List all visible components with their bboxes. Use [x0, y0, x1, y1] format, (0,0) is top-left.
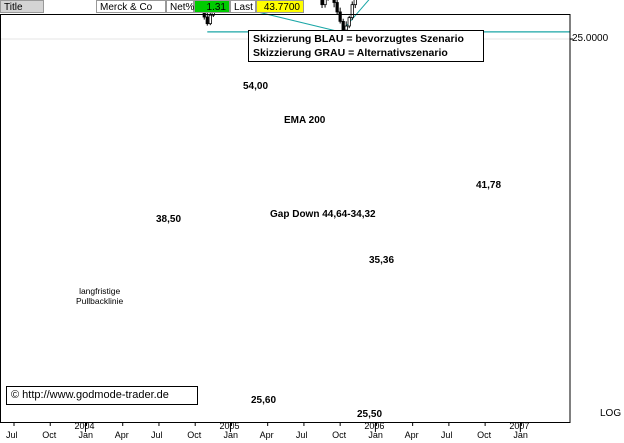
scenario-legend: Skizzierung BLAU = bevorzugtes Szenario … — [248, 30, 484, 62]
annotation-pullback: langfristige Pullbacklinie — [76, 286, 124, 306]
x-month-label: Jul — [6, 430, 18, 440]
last-value: 43.7700 — [256, 0, 304, 13]
x-month-label: Jul — [150, 430, 163, 440]
y-tick-label: 25.0000 — [572, 33, 609, 45]
x-month-label: Jul — [440, 430, 453, 440]
x-month-label: Jan — [513, 430, 528, 440]
instrument-name: Merck & Co — [96, 0, 166, 13]
x-year-label: 2005 — [219, 421, 240, 431]
x-year-label: 2006 — [364, 421, 385, 431]
x-month-label: Oct — [187, 430, 202, 440]
x-month-label: Oct — [42, 430, 57, 440]
trendline-cyan-pullback — [206, 0, 341, 33]
annotation-gap-down: Gap Down 44,64-34,32 — [270, 209, 376, 220]
candle-body — [341, 20, 345, 31]
candle-body — [205, 16, 209, 25]
scenario-blue-text: Skizzierung BLAU = bevorzugtes Szenario — [253, 33, 464, 45]
candle-body — [335, 2, 339, 13]
candle-body — [338, 11, 342, 22]
x-year-label: 2007 — [509, 421, 530, 431]
plot-frame — [0, 14, 571, 423]
netpct-value: 1.31 — [194, 0, 230, 13]
x-month-label: Apr — [404, 430, 419, 440]
candle — [347, 15, 351, 29]
candle — [335, 0, 339, 15]
candle-body — [323, 0, 327, 6]
x-month-label: Oct — [332, 430, 347, 440]
x-year-label: 2004 — [74, 421, 95, 431]
candle-body — [350, 4, 354, 19]
log-scale-label: LOG — [600, 408, 622, 419]
candle — [353, 0, 357, 9]
annotation-2550: 25,50 — [357, 409, 383, 420]
candle-body — [332, 0, 336, 3]
x-month-label: Oct — [477, 430, 492, 440]
annotation-3536: 35,36 — [369, 255, 395, 266]
candle-body — [320, 0, 324, 6]
annotation-3850: 38,50 — [156, 214, 182, 225]
candle — [332, 0, 336, 8]
annotation-4178: 41,78 — [476, 180, 502, 191]
candle — [320, 0, 324, 9]
x-month-label: Apr — [259, 430, 274, 440]
candle-body — [208, 14, 212, 25]
last-label: Last — [230, 0, 256, 13]
title-label: Title — [0, 0, 44, 13]
x-month-label: Jan — [78, 430, 93, 440]
candle — [350, 1, 354, 21]
candle — [208, 13, 212, 26]
x-month-label: Jan — [223, 430, 238, 440]
candle — [338, 7, 342, 24]
candle-body — [353, 0, 357, 6]
x-month-label: Jan — [368, 430, 383, 440]
netpct-label: Net% — [166, 0, 194, 13]
annotation-ema200: EMA 200 — [284, 115, 326, 126]
annotation-54: 54,00 — [243, 81, 269, 92]
chart-frame — [0, 14, 573, 432]
annotation-2560: 25,60 — [251, 395, 277, 406]
copyright-box: © http://www.godmode-trader.de — [6, 386, 198, 405]
candle — [323, 0, 327, 8]
trendline-cyan-up-1 — [339, 0, 370, 34]
candle-body — [347, 17, 351, 27]
candle — [327, 0, 329, 1]
scenario-gray-text: Skizzierung GRAU = Alternativszenario — [253, 47, 448, 59]
x-month-label: Jul — [295, 430, 308, 440]
x-month-label: Apr — [114, 430, 129, 440]
